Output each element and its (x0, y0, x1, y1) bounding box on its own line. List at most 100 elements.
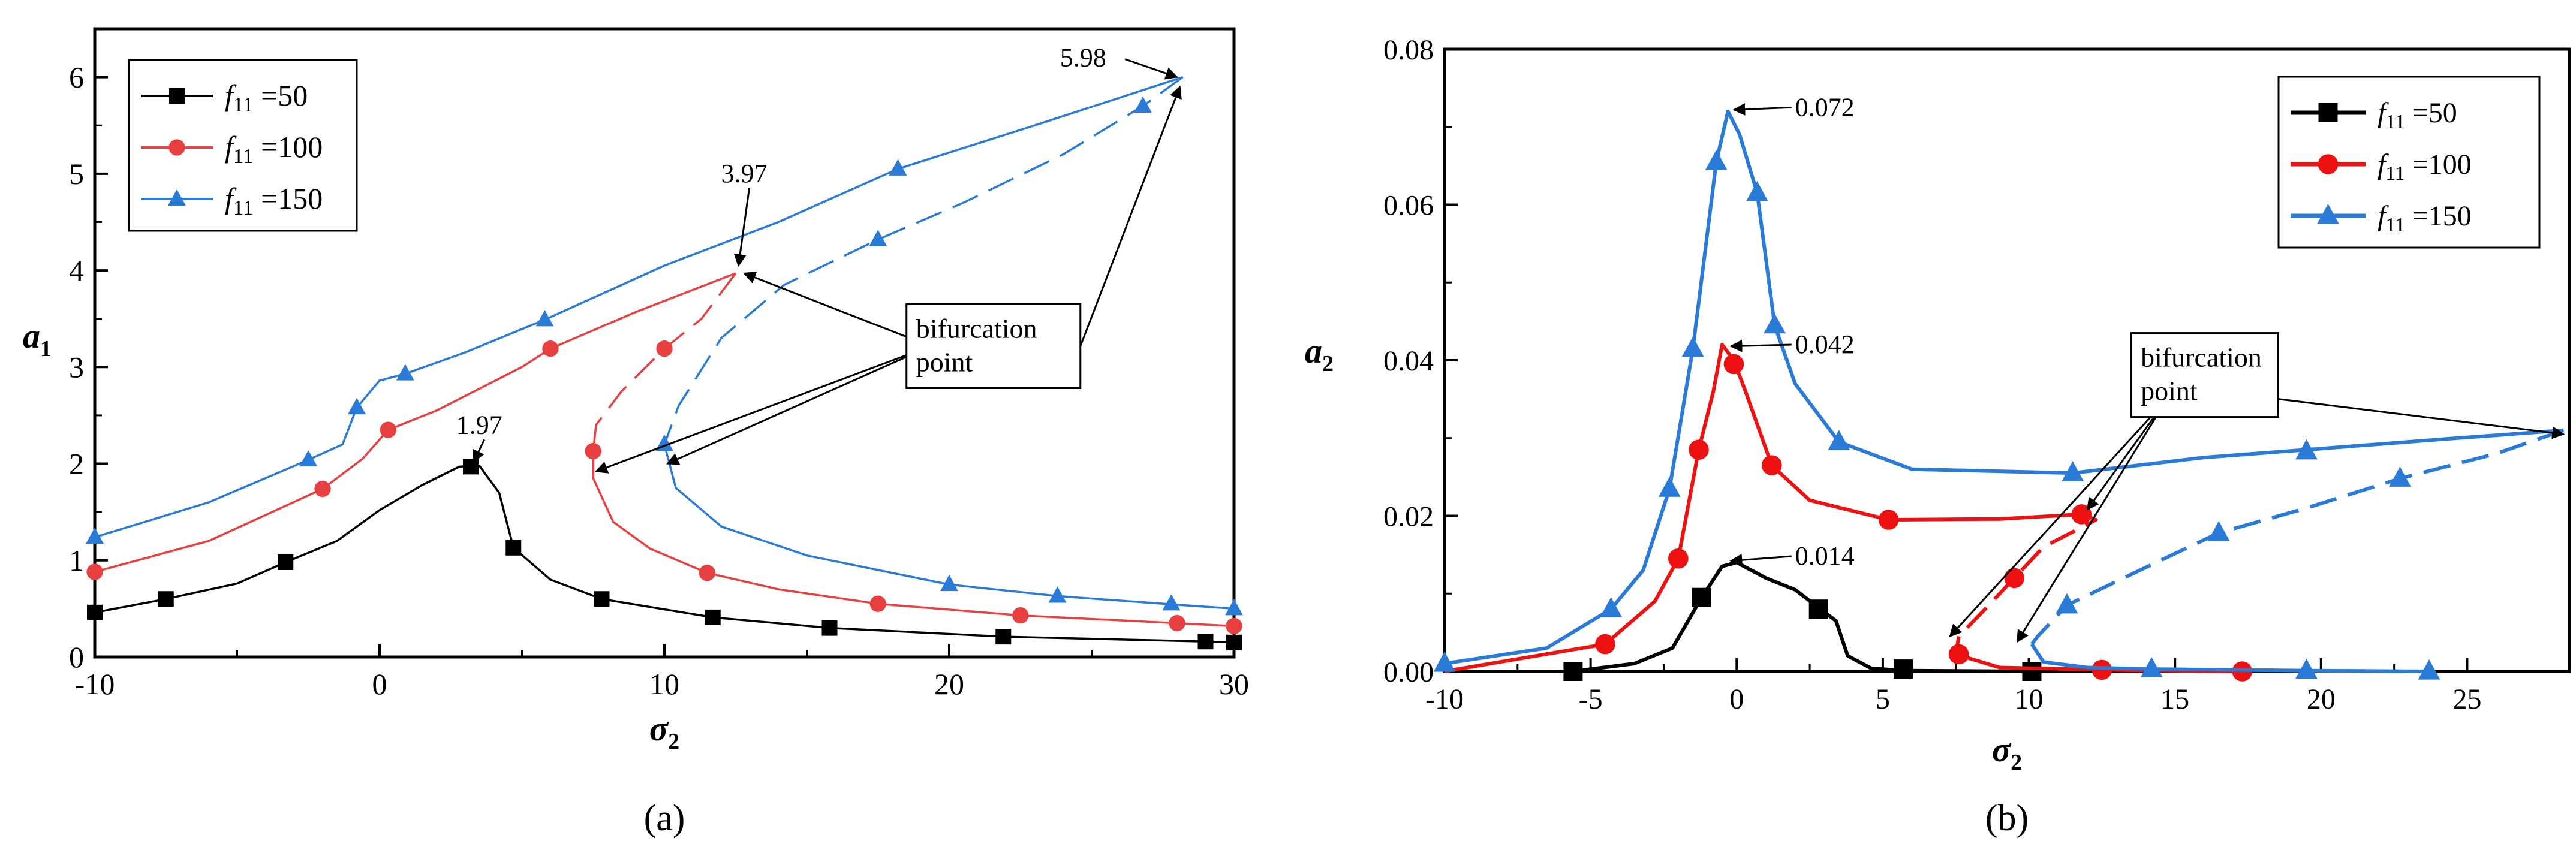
annotation-arrow (1729, 339, 1792, 352)
data-point (348, 397, 366, 415)
x-tick-label: -5 (1579, 683, 1603, 715)
data-point (535, 310, 554, 327)
data-point (2295, 658, 2318, 679)
legend-label: f11 =50 (2378, 97, 2457, 133)
legend-marker (2318, 103, 2338, 122)
value-label: 0.072 (1795, 92, 1855, 122)
data-point (594, 591, 610, 607)
data-point (1705, 150, 1728, 170)
data-point (1746, 181, 1768, 201)
y-tick-label: 0.06 (1383, 190, 1434, 222)
y-tick-label: 0.00 (1383, 656, 1434, 688)
bifurcation-arrow (1079, 85, 1182, 347)
y-tick-label: 3 (69, 350, 84, 384)
value-label: 0.014 (1795, 541, 1855, 571)
bifurcation-label: bifurcation (2141, 342, 2262, 373)
data-point (87, 604, 103, 620)
bifurcation-arrow (595, 345, 931, 474)
data-point (1723, 354, 1744, 375)
data-point (1563, 662, 1583, 681)
data-point (158, 591, 174, 607)
data-point (1764, 313, 1786, 334)
bifurcation-arrow (743, 272, 931, 347)
data-point (86, 563, 103, 580)
series-line-unstable (663, 76, 1184, 445)
y-axis-label: a2 (1305, 331, 1334, 376)
legend-label: f11 =100 (2378, 149, 2472, 185)
x-tick-label: 20 (2307, 683, 2336, 715)
x-tick-label: 10 (649, 667, 679, 701)
y-tick-label: 0 (69, 640, 84, 674)
data-point (1226, 634, 1242, 650)
x-tick-label: 20 (934, 667, 964, 701)
y-tick-label: 0.08 (1383, 34, 1434, 66)
data-point (705, 609, 721, 625)
bifurcation-arrow (2277, 398, 2565, 439)
x-tick-label: 0 (1729, 683, 1744, 715)
annotation-arrow (1729, 553, 1792, 566)
data-point (585, 442, 601, 460)
series-line (94, 272, 736, 573)
panel-label-b: (b) (1985, 798, 2029, 839)
series-group (86, 76, 1243, 650)
series-line-unstable (2030, 428, 2565, 646)
data-point (889, 159, 907, 176)
x-tick-label: 25 (2452, 683, 2481, 715)
x-tick-label: -10 (75, 667, 115, 701)
value-label: 1.97 (456, 410, 502, 439)
data-point (1808, 599, 1828, 619)
x-tick-label: 10 (2015, 683, 2044, 715)
bifurcation-arrow (2016, 398, 2168, 643)
series-line (1445, 560, 2032, 673)
data-point (542, 340, 559, 357)
data-point (2062, 461, 2084, 481)
legend-label: f11 =150 (225, 182, 323, 219)
data-point (699, 565, 715, 581)
y-tick-label: 2 (69, 447, 84, 481)
data-point (1894, 659, 1913, 679)
y-tick-label: 0.04 (1383, 345, 1434, 377)
y-tick-label: 1 (69, 544, 84, 577)
series-line (663, 444, 1235, 610)
series-line (94, 76, 1184, 538)
annotation-arrow (1124, 58, 1178, 80)
y-tick-label: 5 (69, 157, 84, 191)
data-point (278, 554, 294, 570)
data-point (1134, 96, 1152, 113)
data-point (2056, 593, 2078, 614)
series-line-unstable (1957, 513, 2098, 638)
legend-marker (169, 88, 185, 104)
value-label: 0.042 (1795, 330, 1855, 359)
legend-marker (2317, 204, 2339, 224)
data-point (2071, 504, 2092, 525)
data-point (505, 540, 522, 556)
data-point (1668, 548, 1689, 569)
x-tick-label: -10 (1425, 683, 1464, 715)
annotation-arrow (473, 439, 486, 463)
data-point (1658, 477, 1681, 497)
data-point (1169, 614, 1185, 632)
legend-box (128, 59, 358, 232)
data-point (869, 595, 886, 612)
data-point (1692, 587, 1711, 607)
data-point (1226, 617, 1242, 635)
data-point (463, 459, 479, 475)
series-line (94, 465, 1235, 644)
data-point (2418, 659, 2440, 680)
bifurcation-box (2130, 332, 2279, 418)
value-label: 5.98 (1060, 43, 1106, 73)
x-axis-label: σ2 (649, 709, 679, 754)
x-tick-label: 30 (1219, 667, 1249, 701)
data-point (1600, 597, 1623, 617)
y-tick-label: 6 (69, 61, 84, 94)
data-point (299, 450, 318, 467)
data-point (2388, 466, 2411, 487)
x-tick-label: 5 (1876, 683, 1890, 715)
data-point (1197, 634, 1214, 650)
